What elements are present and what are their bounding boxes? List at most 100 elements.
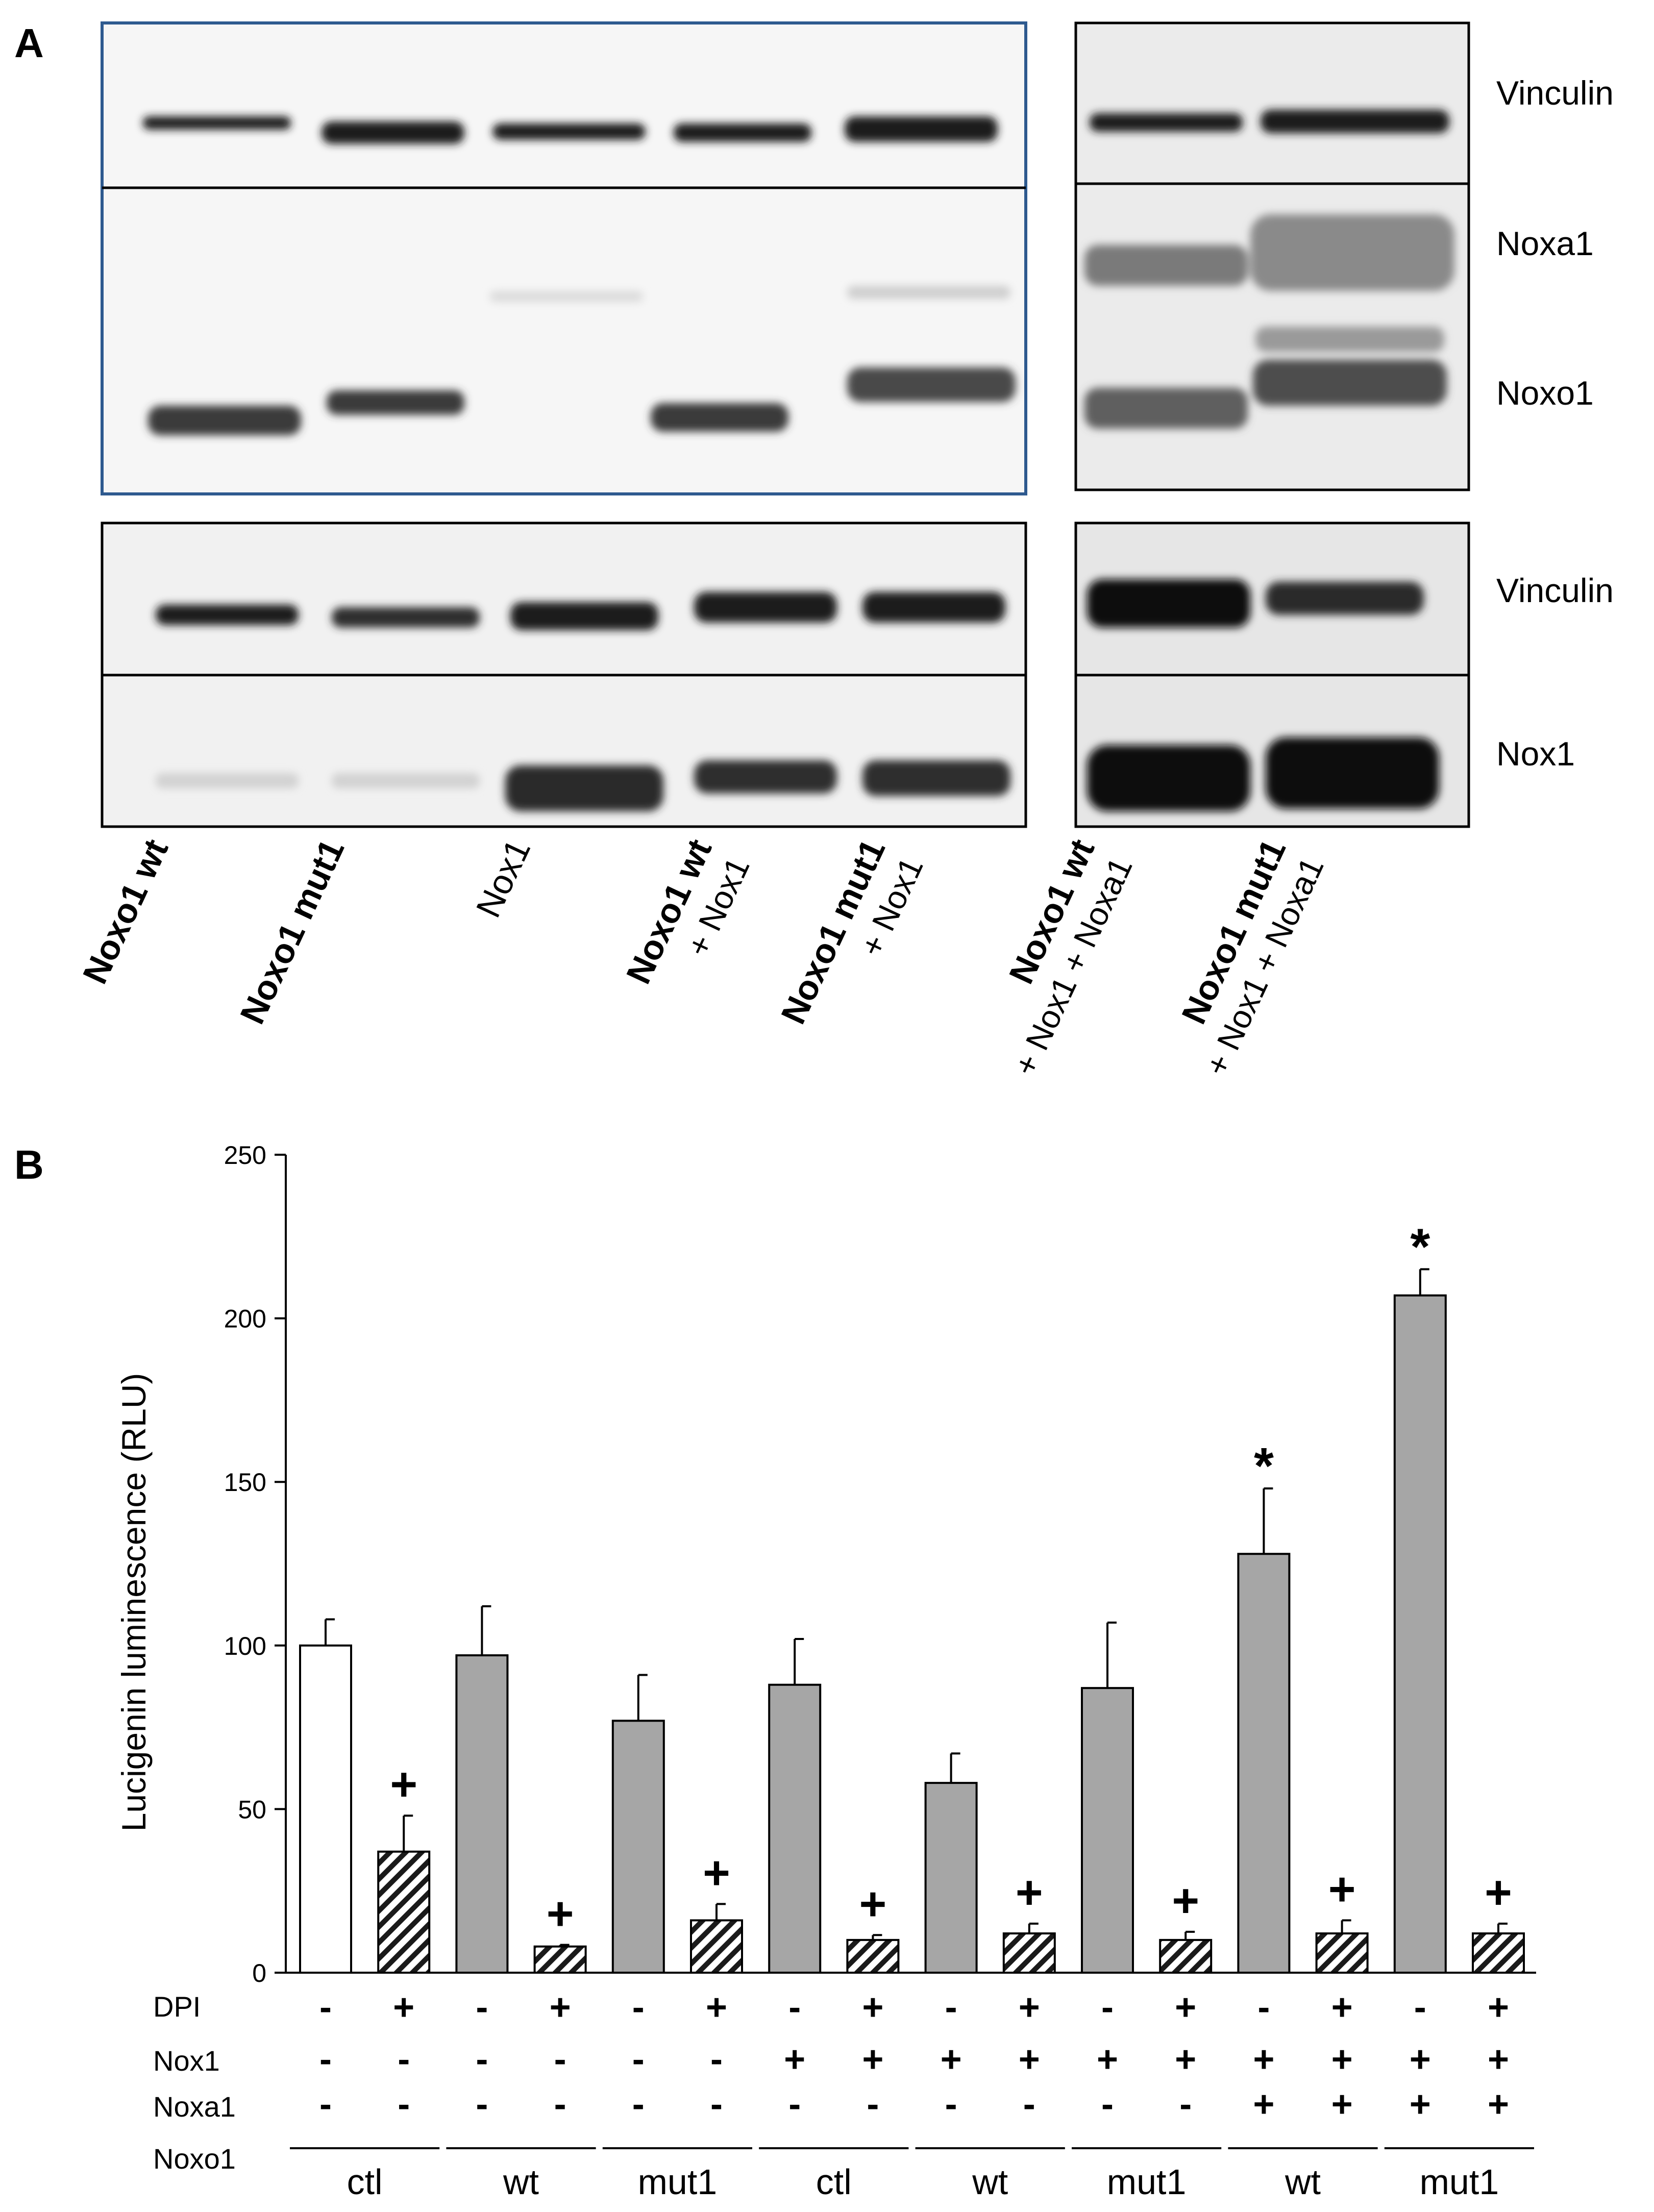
bar xyxy=(299,1644,352,1974)
bar xyxy=(533,1945,587,1974)
nox1-sign: + xyxy=(941,2039,962,2080)
bar xyxy=(768,1683,822,1974)
bar-chart: Lucigenin luminescence (RLU) 0 50 100 150 20… xyxy=(115,1141,1536,2202)
bar xyxy=(690,1919,743,1974)
nox1-sign: + xyxy=(1097,2039,1118,2080)
bar xyxy=(1393,1294,1447,1974)
y-tick-label: 250 xyxy=(224,1141,266,1170)
nox1-sign: + xyxy=(1410,2039,1431,2080)
noxa1-sign: - xyxy=(1023,2084,1035,2125)
row-label-noxa1: Noxa1 xyxy=(153,2091,236,2123)
dpi-plus-marker: + xyxy=(859,1878,887,1930)
dpi-plus-marker: + xyxy=(547,1887,574,1940)
label-noxo1: Noxo1 xyxy=(1496,374,1594,412)
noxo1-group-label: mut1 xyxy=(638,2162,718,2202)
condition-table: - + - + - + - + - + - + - + - +- - - - - - + + + + + + + + + +- - - - - - - -… xyxy=(290,1987,1534,2202)
bar xyxy=(1002,1932,1056,1974)
dpi-plus-marker: + xyxy=(1485,1867,1512,1919)
dpi-sign: + xyxy=(550,1987,571,2028)
y-tick-label: 150 xyxy=(224,1468,266,1497)
dpi-sign: + xyxy=(1175,1987,1196,2028)
lane-label-1: Noxo1 wt xyxy=(76,833,176,989)
lane-label-2: Noxo1 mut1 xyxy=(233,833,352,1030)
bars: + + + + + + * + * + xyxy=(299,1218,1525,1974)
noxa1-sign: - xyxy=(398,2084,410,2125)
dpi-plus-marker: + xyxy=(390,1758,417,1810)
nox1-sign: - xyxy=(476,2039,488,2080)
panel-b-label: B xyxy=(14,1142,44,1187)
nox1-sign: + xyxy=(1253,2039,1274,2080)
noxa1-sign: + xyxy=(1410,2084,1431,2125)
dpi-sign: - xyxy=(476,1987,488,2028)
noxo1-group-label: ctl xyxy=(347,2162,383,2202)
bar xyxy=(924,1782,978,1974)
lane-label-3-name: Nox1 xyxy=(468,833,538,923)
dpi-plus-marker: + xyxy=(1328,1863,1356,1915)
bar xyxy=(1159,1938,1213,1974)
row-label-noxo1: Noxo1 xyxy=(153,2143,236,2175)
dpi-sign: - xyxy=(1414,1987,1426,2028)
noxo1-group-label: wt xyxy=(1285,2162,1321,2202)
nox1-sign: + xyxy=(1331,2039,1353,2080)
bar xyxy=(1081,1687,1134,1974)
noxa1-sign: - xyxy=(867,2084,879,2125)
lane-label-4: Noxo1 wt+ Nox1 xyxy=(619,833,757,989)
bar xyxy=(611,1720,665,1974)
dpi-plus-marker: + xyxy=(1172,1875,1199,1927)
nox1-sign: + xyxy=(784,2039,805,2080)
lane-labels: Noxo1 wt Noxo1 mut1 Nox1 Noxo1 wt+ Nox1 Noxo… xyxy=(76,833,1331,1081)
nox1-sign: + xyxy=(862,2039,883,2080)
noxa1-sign: - xyxy=(319,2084,332,2125)
dpi-sign: + xyxy=(706,1987,727,2028)
dpi-sign: + xyxy=(862,1987,883,2028)
vinculin-bands-left-top xyxy=(143,116,998,144)
lane-label-3: Nox1 xyxy=(468,833,538,923)
y-axis-title: Lucigenin luminescence (RLU) xyxy=(115,1373,153,1832)
bands-right-top xyxy=(1084,110,1454,429)
noxa1-sign: + xyxy=(1488,2084,1509,2125)
noxa1-sign: - xyxy=(632,2084,645,2125)
noxo1-group-label: ctl xyxy=(816,2162,852,2202)
noxo1-group-label: mut1 xyxy=(1107,2162,1187,2202)
dpi-sign: - xyxy=(1257,1987,1270,2028)
condition-row-labels: DPI Nox1 Noxa1 Noxo1 xyxy=(153,1991,236,2175)
nox1-sign: - xyxy=(554,2039,566,2080)
noxo1-group-label: wt xyxy=(972,2162,1008,2202)
nox1-sign: - xyxy=(398,2039,410,2080)
vinculin-bands-left-bottom xyxy=(156,592,1005,630)
dpi-sign: + xyxy=(1331,1987,1353,2028)
bands-right-bottom xyxy=(1087,579,1439,811)
bar xyxy=(1315,1932,1369,1974)
noxa1-sign: - xyxy=(710,2084,723,2125)
noxa1-sign: - xyxy=(1101,2084,1114,2125)
dpi-sign: - xyxy=(788,1987,801,2028)
lane-label-6: Noxo1 wt+ Nox1 + Noxa1 xyxy=(1002,833,1140,1081)
dpi-sign: - xyxy=(945,1987,957,2028)
y-tick-label: 100 xyxy=(224,1632,266,1660)
dpi-sign: + xyxy=(1019,1987,1040,2028)
dpi-sign: - xyxy=(632,1987,645,2028)
y-tick-label: 50 xyxy=(238,1795,266,1824)
label-vinculin-bottom: Vinculin xyxy=(1496,571,1614,609)
row-label-nox1: Nox1 xyxy=(153,2045,220,2077)
western-blots xyxy=(101,21,1470,828)
label-vinculin-top: Vinculin xyxy=(1496,74,1614,112)
dpi-plus-marker: + xyxy=(1016,1867,1043,1919)
blot-right-labels: Vinculin Noxa1 Noxo1 Vinculin Nox1 xyxy=(1496,74,1614,773)
panel-a-label: A xyxy=(14,20,44,66)
lane-label-2-name: Noxo1 mut1 xyxy=(233,833,352,1030)
lane-label-7: Noxo1 mut1+ Nox1 + Noxa1 xyxy=(1174,833,1331,1081)
bar xyxy=(377,1850,431,1974)
significance-asterisk: * xyxy=(1410,1218,1430,1275)
y-tick-label: 0 xyxy=(252,1959,266,1987)
bar xyxy=(1237,1553,1291,1974)
nox1-sign: - xyxy=(710,2039,723,2080)
noxo1-group-label: mut1 xyxy=(1420,2162,1499,2202)
noxa1-sign: + xyxy=(1253,2084,1274,2125)
dpi-sign: - xyxy=(1101,1987,1114,2028)
noxo1-bands-left xyxy=(148,286,1016,435)
bar xyxy=(1472,1932,1525,1974)
dpi-plus-marker: + xyxy=(703,1847,730,1899)
label-nox1: Nox1 xyxy=(1496,735,1575,773)
